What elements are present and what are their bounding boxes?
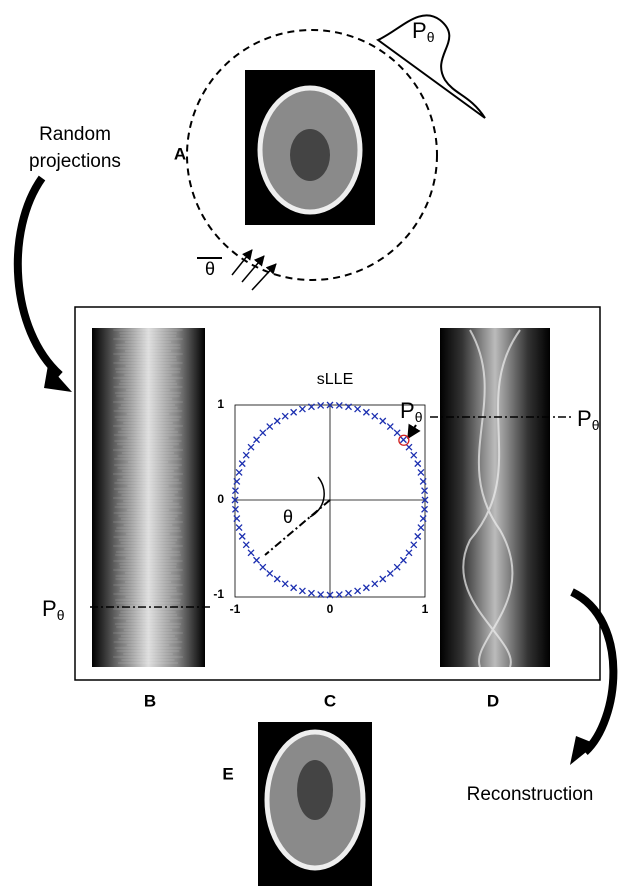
plot-title: sLLE (317, 371, 353, 388)
plot: sLLE θ Pθ -1 0 1 -1 0 1 (213, 371, 428, 616)
panel-label: A (174, 144, 186, 163)
caption: Reconstruction (467, 784, 594, 805)
sinogram-d (440, 328, 550, 667)
panel-label: D (487, 691, 499, 710)
y-tick-label: 1 (217, 397, 224, 411)
angle-label: θ (205, 259, 215, 279)
sinogram-b (92, 328, 205, 667)
caption: projections (29, 151, 121, 172)
x-tick-label: 0 (327, 602, 334, 616)
brain-detail (297, 760, 333, 820)
y-tick-label: -1 (213, 587, 224, 601)
projection-label: Pθ (577, 406, 600, 433)
arrow (18, 178, 60, 375)
x-tick-label: 1 (422, 602, 429, 616)
panel-label: B (144, 691, 156, 710)
angle-label: θ (283, 507, 293, 527)
figure: A Pθ θ Random projections Pθ Pθ sLLE θ P… (0, 0, 629, 886)
y-tick-label: 0 (217, 492, 224, 506)
panel-label: C (324, 691, 336, 710)
projection-label: Pθ (42, 596, 65, 623)
brain-detail (290, 129, 330, 181)
ray (252, 264, 276, 290)
x-tick-label: -1 (230, 602, 241, 616)
caption: Random (39, 124, 111, 145)
projection-label: Pθ (400, 398, 423, 425)
arrow (572, 592, 613, 752)
panel-label: E (222, 764, 233, 783)
